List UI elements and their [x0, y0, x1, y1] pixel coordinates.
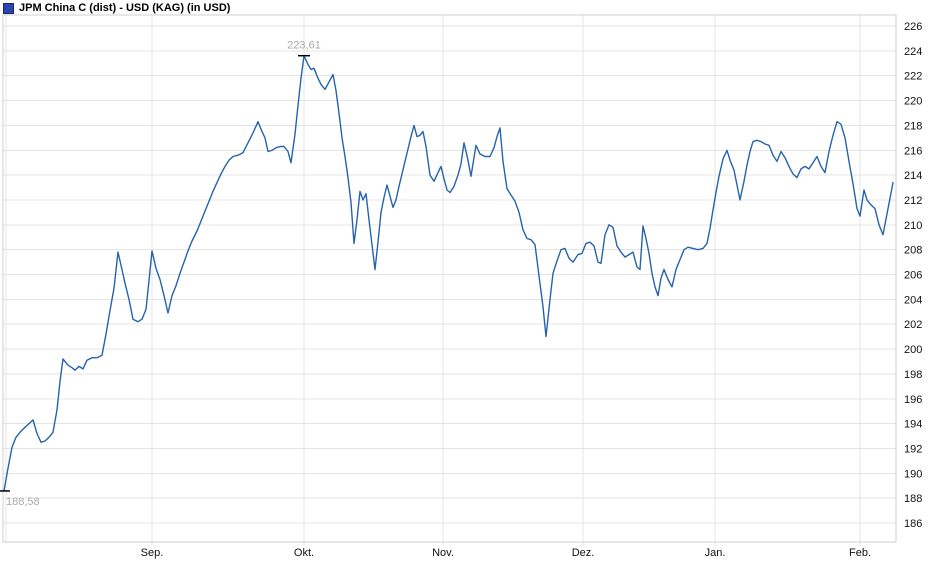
y-axis-label: 222 [904, 71, 922, 83]
x-axis-label: Dez. [572, 547, 595, 559]
y-axis-label: 198 [904, 369, 922, 381]
y-axis-label: 192 [904, 443, 922, 455]
y-axis-label: 212 [904, 195, 922, 207]
x-axis-label: Okt. [294, 547, 314, 559]
y-axis-label: 220 [904, 96, 922, 108]
y-axis-label: 208 [904, 245, 922, 257]
x-axis-label: Feb. [849, 547, 871, 559]
legend-marker-icon [3, 2, 14, 14]
plot-frame [2, 14, 897, 543]
y-axis-label: 202 [904, 319, 922, 331]
x-axis-label: Sep. [141, 547, 164, 559]
y-axis-label: 186 [904, 518, 922, 530]
y-axis-label: 196 [904, 394, 922, 406]
y-axis-label: 218 [904, 120, 922, 132]
y-axis-label: 190 [904, 468, 922, 480]
chart-title: JPM China C (dist) - USD (KAG) (in USD) [19, 2, 231, 14]
price-line [3, 55, 894, 492]
y-axis-label: 204 [904, 294, 922, 306]
y-axis-label: 194 [904, 419, 922, 431]
x-axis-label: Nov. [432, 547, 454, 559]
max-value-label: 223,61 [287, 40, 321, 52]
y-axis-label: 214 [904, 170, 922, 182]
y-axis-label: 216 [904, 145, 922, 157]
chart-legend: JPM China C (dist) - USD (KAG) (in USD) [3, 2, 230, 14]
y-axis-label: 224 [904, 46, 922, 58]
y-axis-label: 206 [904, 270, 922, 282]
y-axis-label: 200 [904, 344, 922, 356]
y-axis-label: 188 [904, 493, 922, 505]
x-axis-label: Jan. [705, 547, 726, 559]
y-axis-label: 210 [904, 220, 922, 232]
y-axis-label: 226 [904, 21, 922, 33]
min-value-label: 188,58 [6, 496, 40, 508]
